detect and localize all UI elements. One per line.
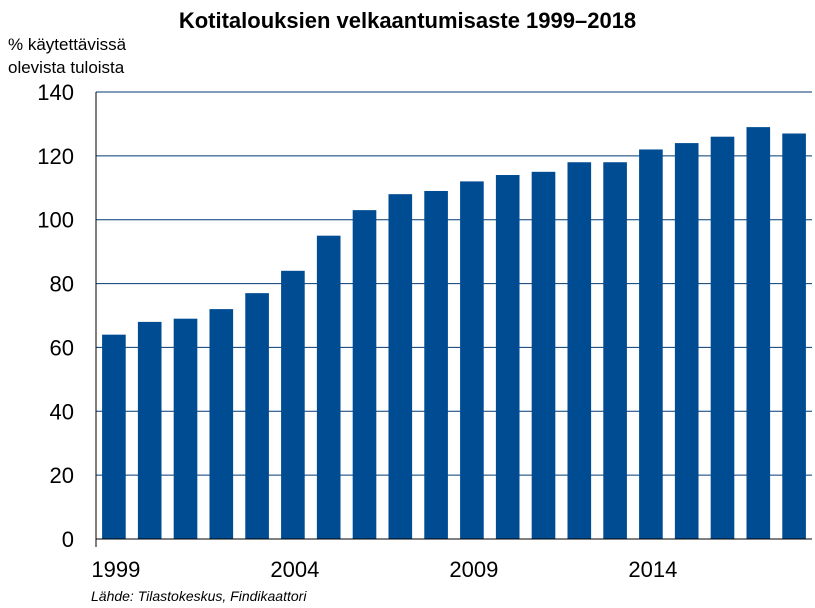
y-tick-labels: 0 20 40 60 80 100 120 140 (37, 80, 74, 552)
bar-2008 (424, 190, 448, 539)
bar-2014 (639, 149, 663, 539)
y-tick-label-120: 120 (37, 144, 74, 169)
gridlines (96, 91, 812, 476)
bar-2010 (495, 175, 520, 539)
bar-2007 (388, 194, 413, 539)
bars (102, 127, 806, 540)
y-axis-label-line-2: olevista tuloista (8, 58, 125, 77)
bar-2013 (603, 162, 627, 539)
bar-1999 (102, 334, 126, 539)
bar-2002 (209, 309, 234, 539)
bar-2003 (245, 293, 269, 539)
bar-2004 (281, 270, 305, 539)
y-tick-label-0: 0 (62, 527, 74, 552)
x-tick-labels: 1999 2004 2009 2014 (91, 557, 677, 582)
chart-title: Kotitalouksien velkaantumisaste 1999–201… (178, 8, 637, 33)
y-tick-label-80: 80 (50, 272, 74, 297)
bar-2015 (674, 143, 699, 540)
bar-2001 (173, 318, 198, 539)
bar-2012 (567, 162, 592, 539)
y-axis-label: % käytettävissä olevista tuloista (8, 33, 126, 79)
x-tick-label-2004: 2004 (270, 557, 319, 582)
x-tick-label-1999: 1999 (91, 557, 140, 582)
y-tick-label-40: 40 (50, 399, 74, 424)
y-tick-label-60: 60 (50, 335, 74, 360)
y-axis-label-line-1: % käytettävissä (8, 35, 127, 54)
bar-2005 (316, 235, 341, 539)
bar-2018 (782, 133, 806, 539)
bar-2009 (460, 181, 484, 539)
bar-2000 (137, 321, 162, 539)
source-note: Lähde: Tilastokeskus, Findikaattori (91, 588, 307, 604)
y-tick-label-20: 20 (50, 463, 74, 488)
x-tick-label-2014: 2014 (628, 557, 677, 582)
axes (95, 92, 812, 547)
bar-2006 (352, 210, 377, 539)
bar-2011 (531, 171, 556, 540)
bar-2016 (710, 136, 735, 539)
x-tick-label-2009: 2009 (449, 557, 498, 582)
y-tick-label-100: 100 (37, 208, 74, 233)
bar-2017 (746, 127, 771, 539)
y-tick-label-140: 140 (37, 80, 74, 105)
